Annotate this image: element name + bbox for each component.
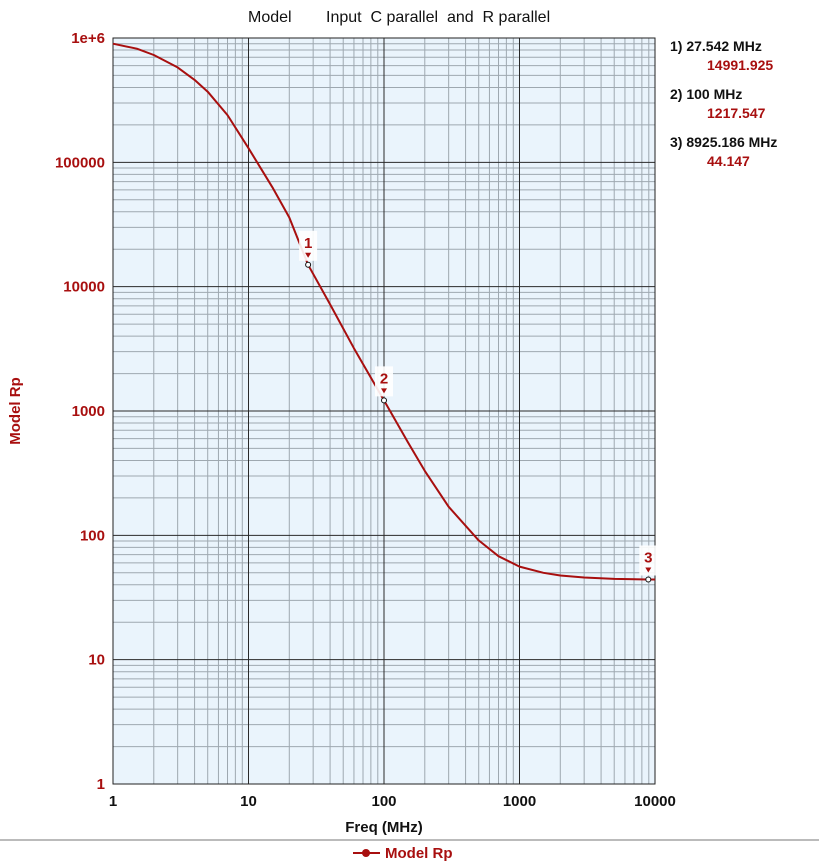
marker-point	[645, 576, 652, 583]
legend-swatch-dot	[362, 849, 370, 857]
x-tick-label: 1	[109, 793, 117, 810]
x-axis-ticks: 1 10 100 1000 10000	[109, 793, 676, 810]
series-layer	[112, 42, 655, 581]
marker-number: 2	[380, 370, 388, 387]
marker-3-value: 44.147	[707, 153, 750, 169]
marker-3-frequency: 3) 8925.186 MHz	[670, 134, 777, 150]
marker-readouts: 1) 27.542 MHz 14991.925 2) 100 MHz 1217.547…	[670, 38, 777, 169]
y-tick-label: 1e+6	[71, 30, 105, 47]
legend[interactable]: Model Rp	[353, 845, 453, 862]
marker-pointer-icon	[645, 567, 652, 573]
marker-layer: 1 2 3	[299, 230, 658, 583]
legend-label: Model Rp	[385, 845, 453, 862]
marker-2-value: 1217.547	[707, 105, 766, 121]
plot-frame	[112, 37, 656, 785]
marker-label-bg	[299, 230, 318, 261]
marker-1-frequency: 1) 27.542 MHz	[670, 38, 762, 54]
chart-title: Model Input C parallel and R parallel	[248, 9, 550, 26]
title-subtitle: Input C parallel and R parallel	[326, 9, 550, 26]
marker-1-value: 14991.925	[707, 57, 773, 73]
marker-number: 3	[644, 549, 652, 566]
marker-2[interactable]: 2	[375, 366, 393, 404]
marker-point	[305, 261, 312, 268]
y-axis-ticks: 1 10 100 1000 10000 100000 1e+6	[55, 30, 105, 793]
x-tick-label: 100	[371, 793, 396, 810]
y-tick-label: 10	[88, 652, 105, 669]
marker-number: 1	[304, 235, 312, 252]
marker-2-frequency: 2) 100 MHz	[670, 86, 742, 102]
y-tick-label: 1	[97, 776, 105, 793]
marker-1[interactable]: 1	[299, 230, 318, 268]
y-tick-label: 10000	[63, 279, 105, 296]
x-axis-label: Freq (MHz)	[345, 819, 423, 836]
y-tick-label: 100	[80, 527, 105, 544]
y-tick-label: 100000	[55, 154, 105, 171]
x-tick-label: 1000	[503, 793, 536, 810]
x-tick-label: 10000	[634, 793, 676, 810]
marker-point	[381, 397, 387, 404]
marker-3[interactable]: 3	[639, 545, 658, 583]
marker-pointer-icon	[305, 252, 312, 258]
marker-label-bg	[639, 545, 658, 576]
marker-label-bg	[375, 366, 393, 397]
series-line-model-rp	[112, 42, 655, 581]
x-tick-label: 10	[240, 793, 257, 810]
y-axis-label: Model Rp	[7, 377, 24, 445]
y-tick-label: 1000	[72, 403, 105, 420]
title-model: Model	[248, 9, 292, 26]
marker-pointer-icon	[381, 388, 387, 394]
